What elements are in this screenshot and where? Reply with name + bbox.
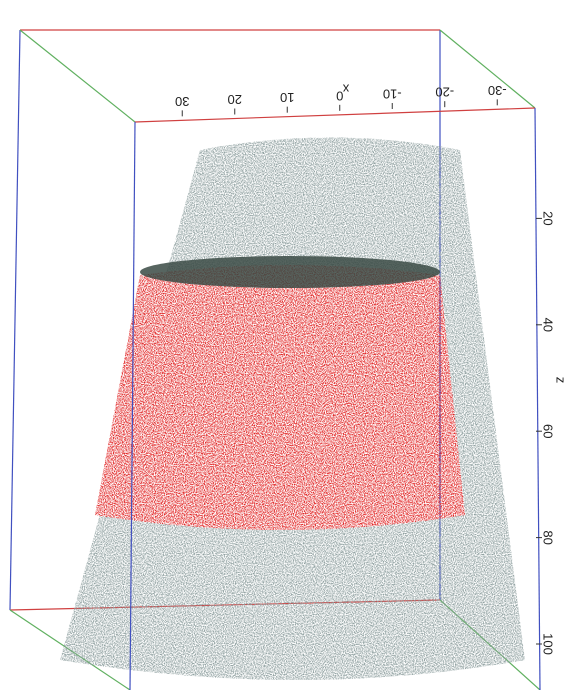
x-tick-label: -30: [488, 83, 507, 98]
x-tick-label: -20: [435, 85, 454, 100]
z-tick-label: 20: [541, 211, 556, 225]
point-cloud: [60, 138, 525, 681]
x-tick-label: 0: [336, 88, 343, 103]
x-tick-label: 10: [280, 90, 294, 105]
page: x z 3020100-10-20-3020406080100 (() => {…: [0, 0, 573, 690]
interface-disc: [140, 256, 440, 288]
z-tick-label: 60: [541, 424, 556, 438]
z-tick-label: 100: [541, 633, 556, 655]
z-tick-label: 40: [541, 318, 556, 332]
x-tick-label: 20: [228, 92, 242, 107]
x-tick-label: 30: [175, 94, 189, 109]
z-axis-label: z: [554, 377, 569, 384]
chart: x z 3020100-10-20-3020406080100: [0, 0, 573, 690]
x-tick-label: -10: [383, 87, 402, 102]
z-tick-label: 80: [541, 530, 556, 544]
